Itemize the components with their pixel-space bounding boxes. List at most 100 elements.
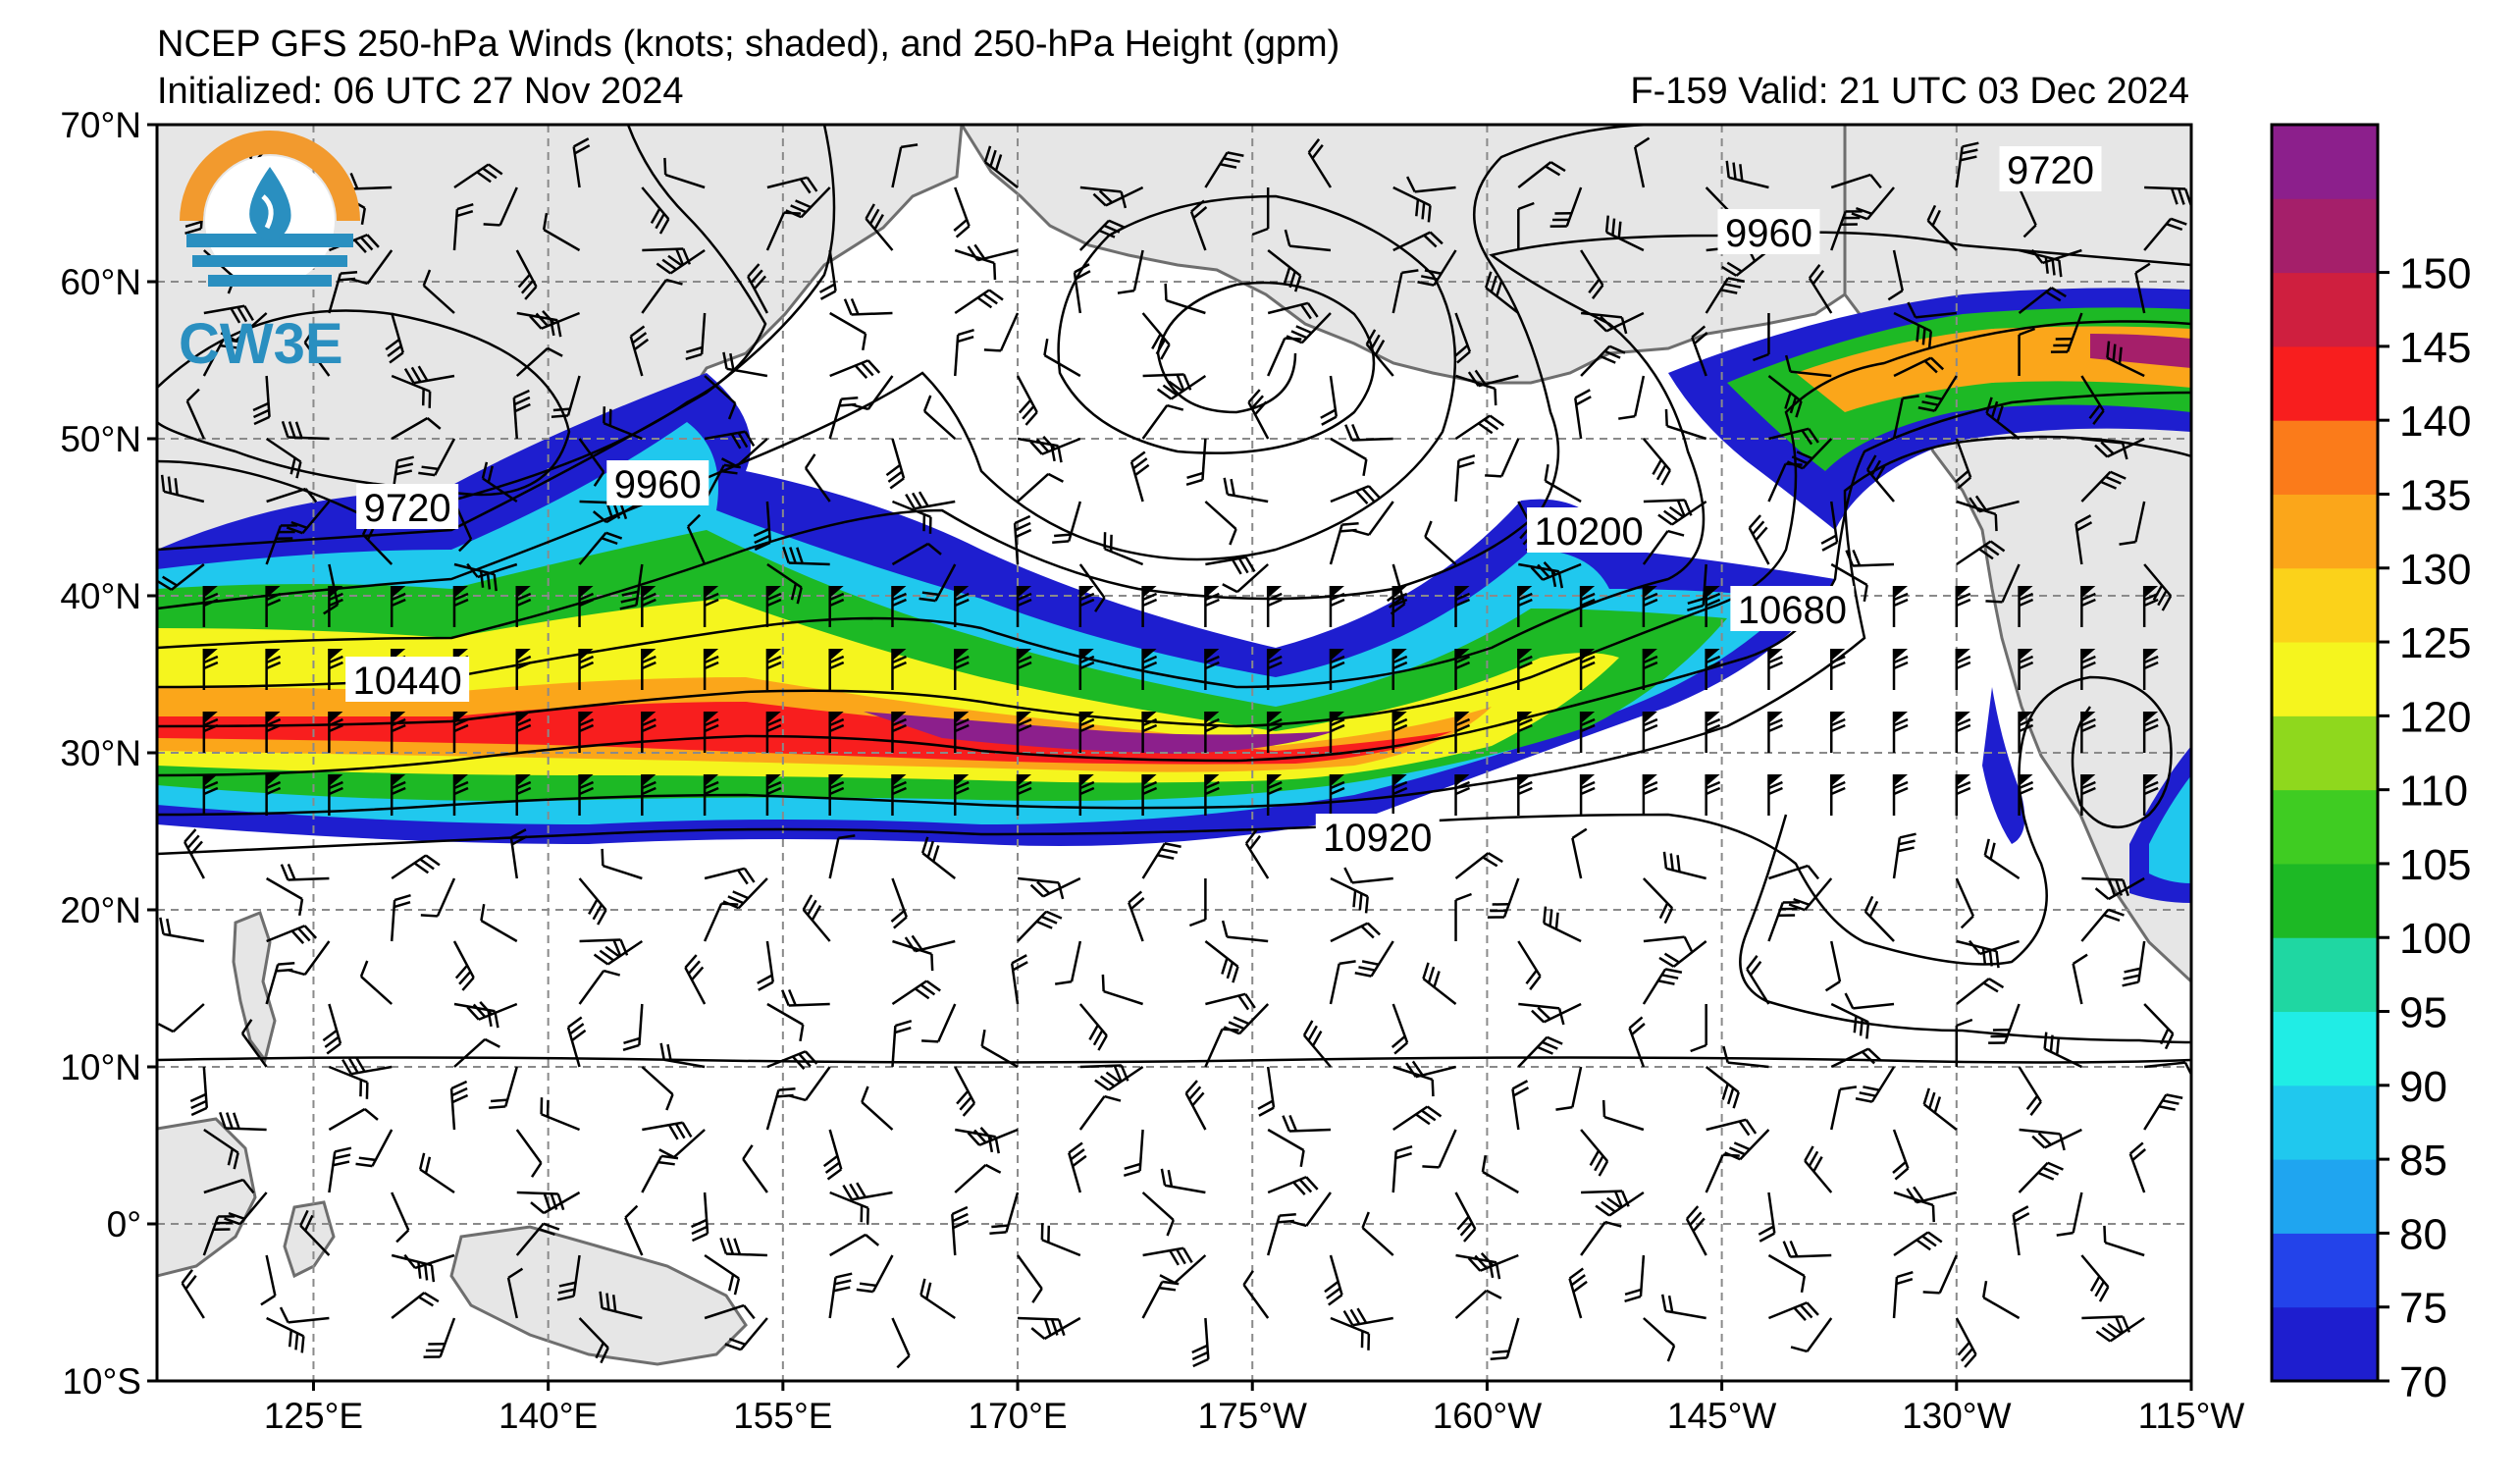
wind-barb-icon	[765, 712, 782, 753]
wind-barb-icon	[1893, 1231, 1943, 1257]
height-contour	[1739, 814, 2191, 1044]
wind-barb-icon	[1485, 438, 1520, 478]
wind-barb-icon	[1643, 935, 1694, 953]
wind-barb-icon	[954, 774, 970, 816]
wind-barb-icon	[280, 863, 330, 881]
wind-barb-icon	[641, 586, 656, 627]
wind-barb-icon	[202, 586, 219, 627]
wind-barb-icon	[658, 1129, 706, 1159]
wind-barb-icon	[1284, 229, 1332, 252]
wind-barb-icon	[1141, 312, 1171, 360]
wind-barb-icon	[1191, 1317, 1210, 1368]
land-philippines	[232, 911, 277, 1064]
wind-barb-icon	[983, 312, 1020, 352]
wind-barb-icon	[390, 774, 406, 816]
wind-barb-icon	[843, 297, 893, 316]
wind-barb-icon	[1664, 408, 1707, 441]
wind-barb-icon	[1204, 774, 1220, 816]
height-contour	[157, 391, 2191, 777]
wind-barb-icon	[2128, 1141, 2146, 1193]
colorbar-swatch	[2272, 125, 2378, 199]
contour-label: 9960	[1717, 209, 1820, 255]
wind-barb-icon	[1485, 271, 1520, 314]
wind-barb-icon	[1893, 356, 1945, 378]
wind-barb-icon	[691, 1192, 709, 1243]
colorbar-swatch	[2272, 198, 2378, 274]
wind-barb-icon	[1392, 1105, 1443, 1132]
wind-barb-icon	[1721, 249, 1770, 277]
wind-barb-icon	[265, 524, 298, 565]
wind-barb-icon	[804, 453, 831, 503]
colorbar-tick-label: 90	[2399, 1063, 2447, 1111]
wind-barb-icon	[2018, 1161, 2064, 1193]
wind-barb-icon	[1188, 878, 1207, 927]
wind-barb-icon	[578, 1317, 609, 1364]
wind-barb-icon	[1184, 1080, 1207, 1131]
wind-barb-icon	[1705, 774, 1721, 816]
wind-barb-icon	[891, 586, 907, 627]
lon-tick-label: 155°E	[733, 1396, 832, 1436]
wind-barb-icon	[1892, 774, 1909, 816]
wind-barb-icon	[704, 867, 756, 885]
wind-barb-icon	[418, 438, 456, 477]
wind-barb-icon	[1078, 712, 1095, 753]
wind-barb-icon	[265, 876, 304, 917]
wind-barb-icon	[1767, 649, 1783, 690]
wind-barb-icon	[1391, 269, 1419, 314]
wind-barb-icon	[1746, 955, 1770, 1005]
wind-barb-icon	[829, 1233, 880, 1257]
wind-barb-icon	[159, 917, 205, 943]
wind-barb-icon	[828, 774, 845, 816]
jet-core-145kt	[864, 712, 1335, 754]
contour-label: 10680	[1730, 586, 1855, 632]
wind-barb-icon	[1722, 1045, 1769, 1069]
wind-barb-icon	[1467, 369, 1519, 388]
wind-barb-icon	[1329, 522, 1359, 565]
wind-barb-icon	[2080, 470, 2126, 503]
wind-barb-icon	[802, 894, 831, 942]
wind-barb-icon	[1164, 283, 1206, 315]
initialized-time: Initialized: 06 UTC 27 Nov 2024	[157, 71, 684, 112]
wind-barb-icon	[641, 712, 656, 753]
wind-barb-icon	[1029, 436, 1081, 455]
wind-barb-icon	[1391, 712, 1408, 753]
wind-barb-icon	[1906, 1186, 1958, 1204]
wind-barb-icon	[572, 137, 591, 188]
wind-barb-icon	[1820, 501, 1839, 552]
wind-barb-icon	[1955, 649, 1971, 690]
wind-barb-icon	[181, 1269, 205, 1319]
wind-barb-icon	[481, 461, 518, 503]
wind-barb-icon	[1344, 423, 1393, 442]
wind-barb-icon	[1579, 712, 1596, 753]
wind-barb-icon	[515, 586, 532, 627]
wind-barb-icon	[1251, 187, 1270, 237]
wind-barb-icon	[842, 1182, 893, 1201]
wind-barb-icon	[1705, 712, 1721, 753]
wind-barb-icon	[1544, 463, 1582, 503]
wind-barb-icon	[1078, 649, 1095, 690]
wind-barb-icon	[322, 1003, 342, 1055]
wind-barb-icon	[1767, 375, 1803, 418]
wind-barb-icon	[1988, 1003, 2021, 1044]
wind-barb-icon	[1266, 774, 1283, 816]
wind-barb-icon	[954, 329, 974, 377]
wind-barb-icon	[422, 269, 455, 314]
wind-barb-icon	[1257, 1066, 1276, 1117]
wind-barb-icon	[2018, 712, 2034, 753]
wind-barb-icon	[1892, 395, 1919, 440]
colorbar-swatch	[2272, 1306, 2378, 1382]
wind-barb-icon	[420, 877, 456, 918]
wind-barb-icon	[593, 939, 644, 966]
wind-barb-icon	[1017, 472, 1064, 503]
wind-barb-icon	[453, 1037, 500, 1068]
wind-barb-icon	[686, 513, 707, 565]
wind-barb-icon	[1078, 563, 1106, 612]
wind-barb-icon	[1844, 992, 1895, 1010]
wind-barb-icon	[1845, 549, 1895, 567]
wind-barb-icon	[1517, 161, 1566, 188]
logo-text: CW3E	[179, 312, 343, 376]
wind-barb-icon	[1543, 906, 1582, 943]
wind-barb-icon	[892, 500, 932, 534]
wind-barb-icon	[865, 203, 894, 251]
